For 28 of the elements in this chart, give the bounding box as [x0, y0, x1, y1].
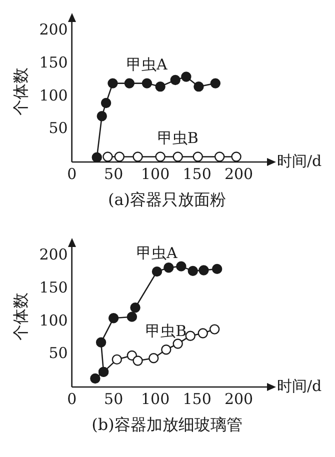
series-label: 甲虫B [157, 129, 198, 148]
text: (a)容器只放面粉 [106, 190, 228, 211]
x-tick-label: 100 [140, 390, 170, 408]
y-tick-label: 100 [39, 311, 68, 330]
x-tick-label: 0 [67, 164, 77, 183]
y-tick-label: 150 [39, 54, 68, 72]
series-label: 甲虫A [136, 244, 178, 262]
y-axis-title: 个体数 [10, 292, 30, 340]
x-axis-title: 时间/d [277, 376, 322, 395]
x-tick-label: 150 [182, 164, 212, 183]
series-label: 甲虫A [126, 56, 168, 74]
x-tick-label: 200 [224, 390, 254, 408]
y-tick-label: 50 [48, 119, 68, 138]
series-label: 甲虫B [146, 322, 187, 340]
y-tick-label: 200 [39, 20, 68, 39]
text: (b)容器加放细玻璃管 [90, 415, 244, 436]
y-tick-label: 100 [39, 86, 68, 104]
x-tick-label: 100 [140, 164, 170, 183]
x-tick-label: 200 [224, 164, 254, 183]
x-tick-label: 150 [182, 390, 212, 408]
y-tick-label: 50 [48, 344, 68, 362]
y-axis-title: 个体数 [10, 68, 30, 116]
x-tick-label: 50 [104, 390, 124, 408]
x-tick-label: 50 [104, 164, 124, 183]
y-tick-label: 150 [39, 278, 68, 297]
x-axis-title: 时间/d [277, 152, 322, 170]
y-tick-label: 200 [39, 246, 68, 264]
x-tick-label: 0 [67, 390, 77, 408]
